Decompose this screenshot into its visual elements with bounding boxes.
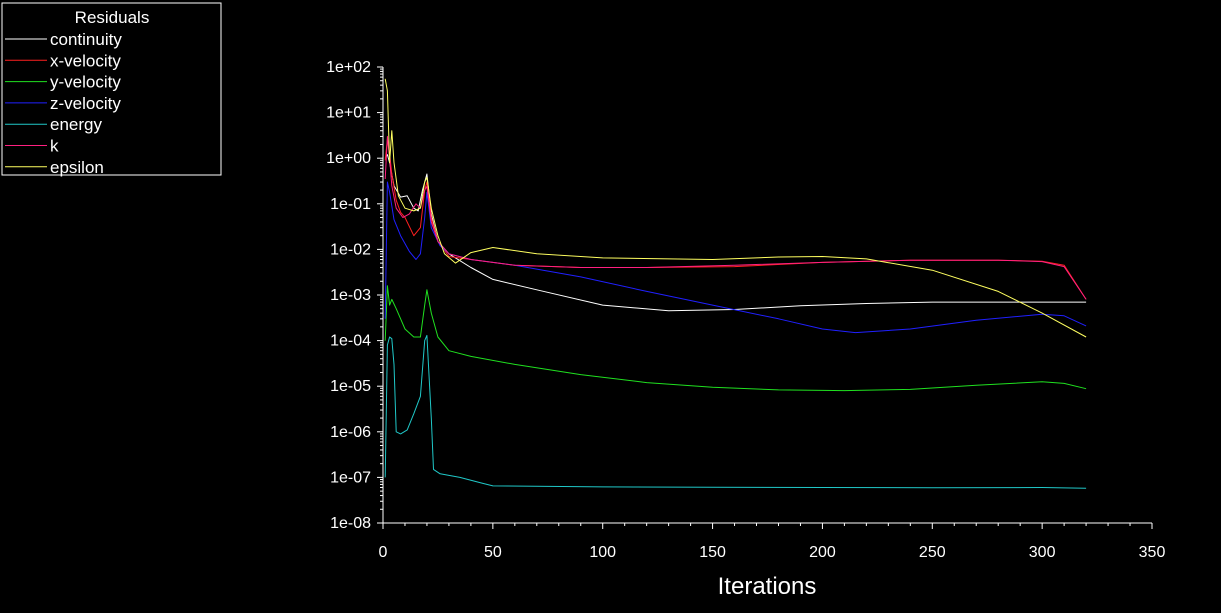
y-tick-label: 1e-02 — [330, 241, 371, 258]
legend-box — [1, 2, 222, 176]
plot-series — [384, 78, 1087, 489]
series-line-epsilon — [384, 78, 1087, 338]
legend-label-x-velocity: x-velocity — [50, 51, 121, 70]
legend-label-energy: energy — [50, 115, 102, 134]
x-tick-label: 50 — [484, 544, 502, 561]
series-line-y-velocity — [384, 285, 1087, 392]
legend: Residuals continuity x-velocity y-velocity… — [1, 2, 222, 177]
legend-title: Residuals — [75, 8, 150, 27]
series-line-k — [384, 135, 1087, 300]
y-tick-label: 1e-08 — [330, 515, 371, 532]
x-tick-label: 100 — [589, 544, 616, 561]
x-tick-label: 250 — [919, 544, 946, 561]
axes: 1e-08 1e-07 1e-06 1e-05 1e-04 1e-03 1e-02 1e-01… — [326, 59, 1165, 600]
x-tick-label: 200 — [809, 544, 836, 561]
x-tick-label: 300 — [1029, 544, 1056, 561]
legend-label-k: k — [50, 137, 59, 156]
legend-label-continuity: continuity — [50, 30, 122, 49]
x-axis-title: Iterations — [718, 573, 817, 600]
series-line-energy — [384, 334, 1087, 489]
y-tick-label: 1e-07 — [330, 469, 371, 486]
y-tick-label: 1e-01 — [330, 196, 371, 213]
y-tick-label: 1e-04 — [330, 333, 371, 350]
y-tick-label: 1e-03 — [330, 287, 371, 304]
y-tick-label: 1e+00 — [326, 150, 371, 167]
y-tick-label: 1e-05 — [330, 378, 371, 395]
legend-label-y-velocity: y-velocity — [50, 73, 121, 92]
x-tick-label: 150 — [699, 544, 726, 561]
y-tick-label: 1e-06 — [330, 424, 371, 441]
legend-label-z-velocity: z-velocity — [50, 94, 121, 113]
x-tick-label: 350 — [1139, 544, 1166, 561]
y-tick-label: 1e+02 — [326, 59, 371, 76]
legend-label-epsilon: epsilon — [50, 158, 104, 177]
y-tick-label: 1e+01 — [326, 105, 371, 122]
x-tick-label: 0 — [379, 544, 388, 561]
